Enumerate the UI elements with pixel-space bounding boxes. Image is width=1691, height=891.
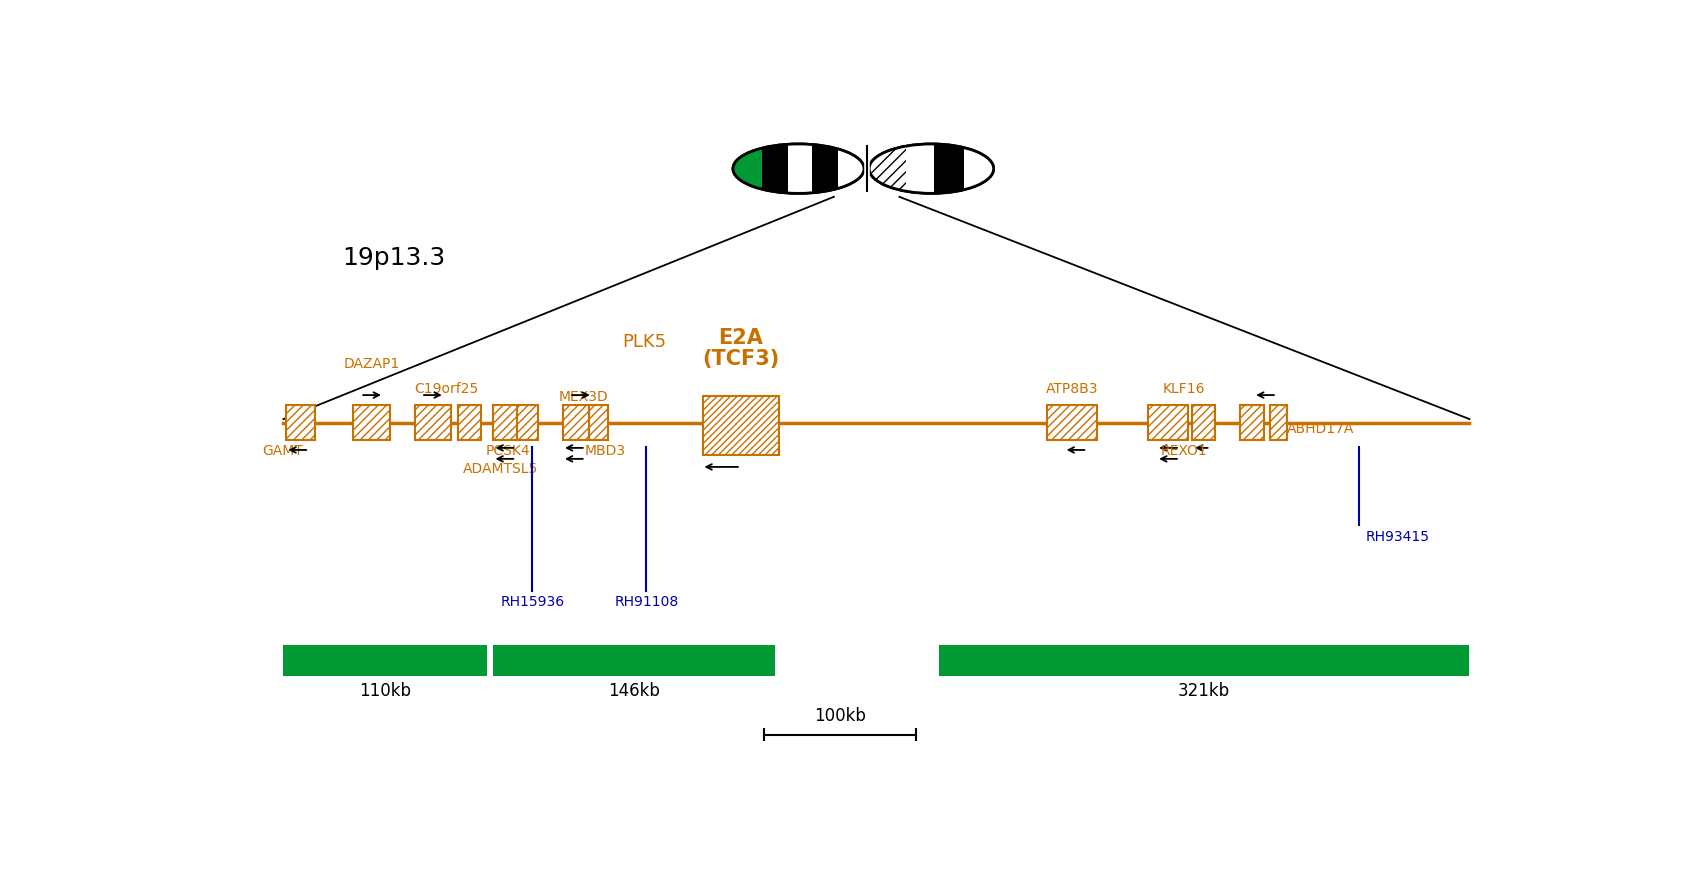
FancyBboxPatch shape [414,405,451,439]
Text: 321kb: 321kb [1179,682,1229,699]
Text: ABHD17A: ABHD17A [1287,421,1354,436]
FancyBboxPatch shape [1240,405,1263,439]
FancyBboxPatch shape [1270,405,1287,439]
Bar [494,645,774,676]
Text: 19p13.3: 19p13.3 [342,246,446,270]
Text: DAZAP1: DAZAP1 [343,356,399,371]
Text: RH93415: RH93415 [1366,529,1431,544]
Bar [869,141,906,197]
Text: ATP8B3: ATP8B3 [1047,382,1099,396]
Bar [837,141,864,197]
Ellipse shape [732,144,864,193]
Bar [812,141,837,197]
FancyBboxPatch shape [458,405,482,439]
Text: REXO1: REXO1 [1160,444,1207,458]
Bar [939,645,1469,676]
Bar [933,141,964,197]
Text: 146kb: 146kb [609,682,659,699]
FancyBboxPatch shape [353,405,389,439]
FancyBboxPatch shape [494,405,523,439]
Text: KLF16: KLF16 [1162,382,1206,396]
Bar [763,141,788,197]
Bar [964,141,994,197]
FancyBboxPatch shape [517,405,538,439]
Text: C19orf25: C19orf25 [414,382,479,396]
Ellipse shape [869,144,994,193]
FancyBboxPatch shape [588,405,609,439]
Text: 110kb: 110kb [358,682,411,699]
FancyBboxPatch shape [286,405,315,439]
Text: MBD3: MBD3 [585,444,626,458]
Text: MEX3D: MEX3D [558,389,609,404]
FancyBboxPatch shape [563,405,592,439]
Text: PLK5: PLK5 [622,333,666,351]
Text: GAMT: GAMT [262,444,303,458]
Text: PCSK4: PCSK4 [485,444,529,458]
Bar [788,141,812,197]
Text: RH91108: RH91108 [614,594,678,609]
Text: 100kb: 100kb [815,707,866,725]
Text: E2A
(TCF3): E2A (TCF3) [702,328,780,370]
Text: ADAMTSL5: ADAMTSL5 [463,462,539,476]
FancyBboxPatch shape [1192,405,1216,439]
Bar [906,141,933,197]
FancyBboxPatch shape [1047,405,1097,439]
Bar [732,141,763,197]
FancyBboxPatch shape [703,396,780,454]
Bar [284,645,487,676]
Text: RH15936: RH15936 [501,594,565,609]
FancyBboxPatch shape [1148,405,1187,439]
